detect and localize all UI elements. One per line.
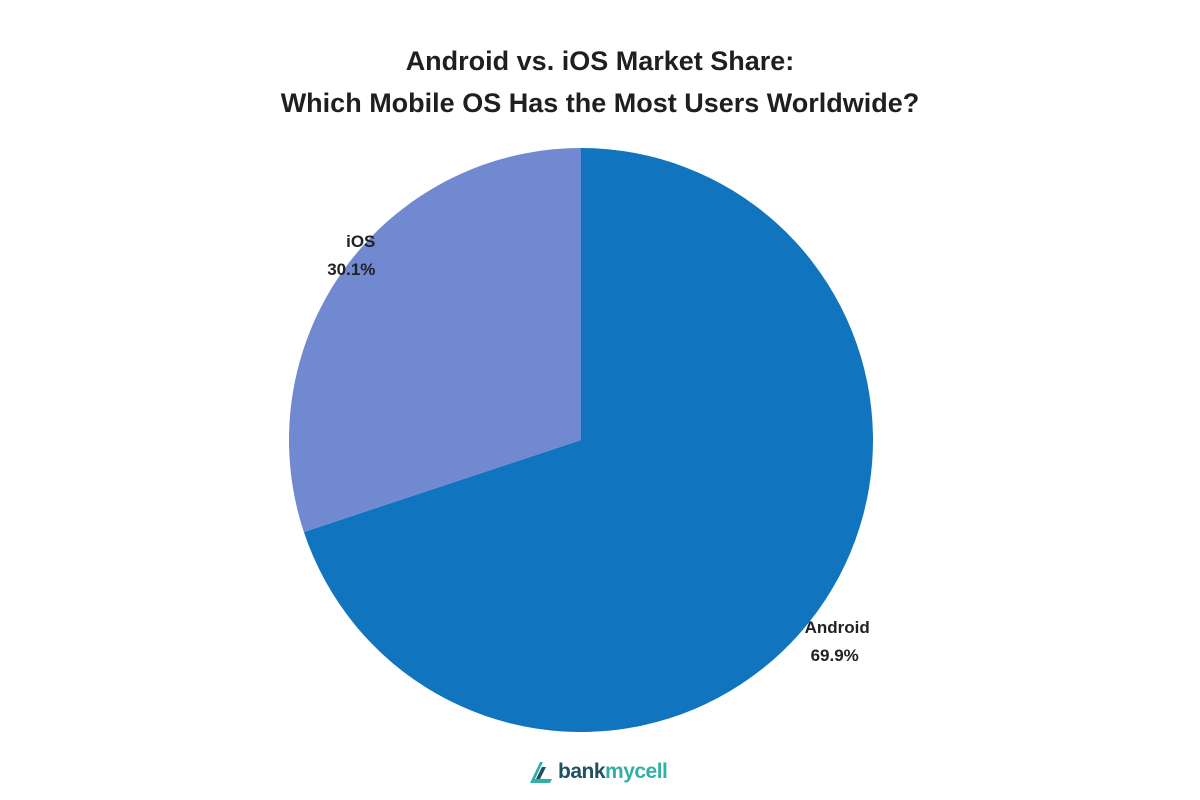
chart-title: Android vs. iOS Market Share:: [405, 46, 795, 76]
slice-value-label-android: 69.9%: [811, 646, 859, 665]
pie-slice-ios: [289, 148, 581, 532]
chart-subtitle: Which Mobile OS Has the Most Users World…: [280, 88, 920, 118]
chart-title-block: Android vs. iOS Market Share: Which Mobi…: [0, 40, 1200, 124]
slice-label-android: Android: [805, 618, 870, 637]
slice-value-label-ios: 30.1%: [327, 260, 375, 279]
pie-slice-android: [303, 148, 874, 732]
slice-label-ios: iOS: [346, 232, 375, 251]
bankmycell-logo-icon: [530, 762, 552, 783]
bankmycell-logo: bankmycell: [526, 758, 668, 786]
logo-wordmark: bankmycell: [558, 758, 668, 786]
logo-wordmark-bank: bank: [558, 760, 606, 783]
logo-wordmark-mycell: mycell: [605, 760, 668, 783]
